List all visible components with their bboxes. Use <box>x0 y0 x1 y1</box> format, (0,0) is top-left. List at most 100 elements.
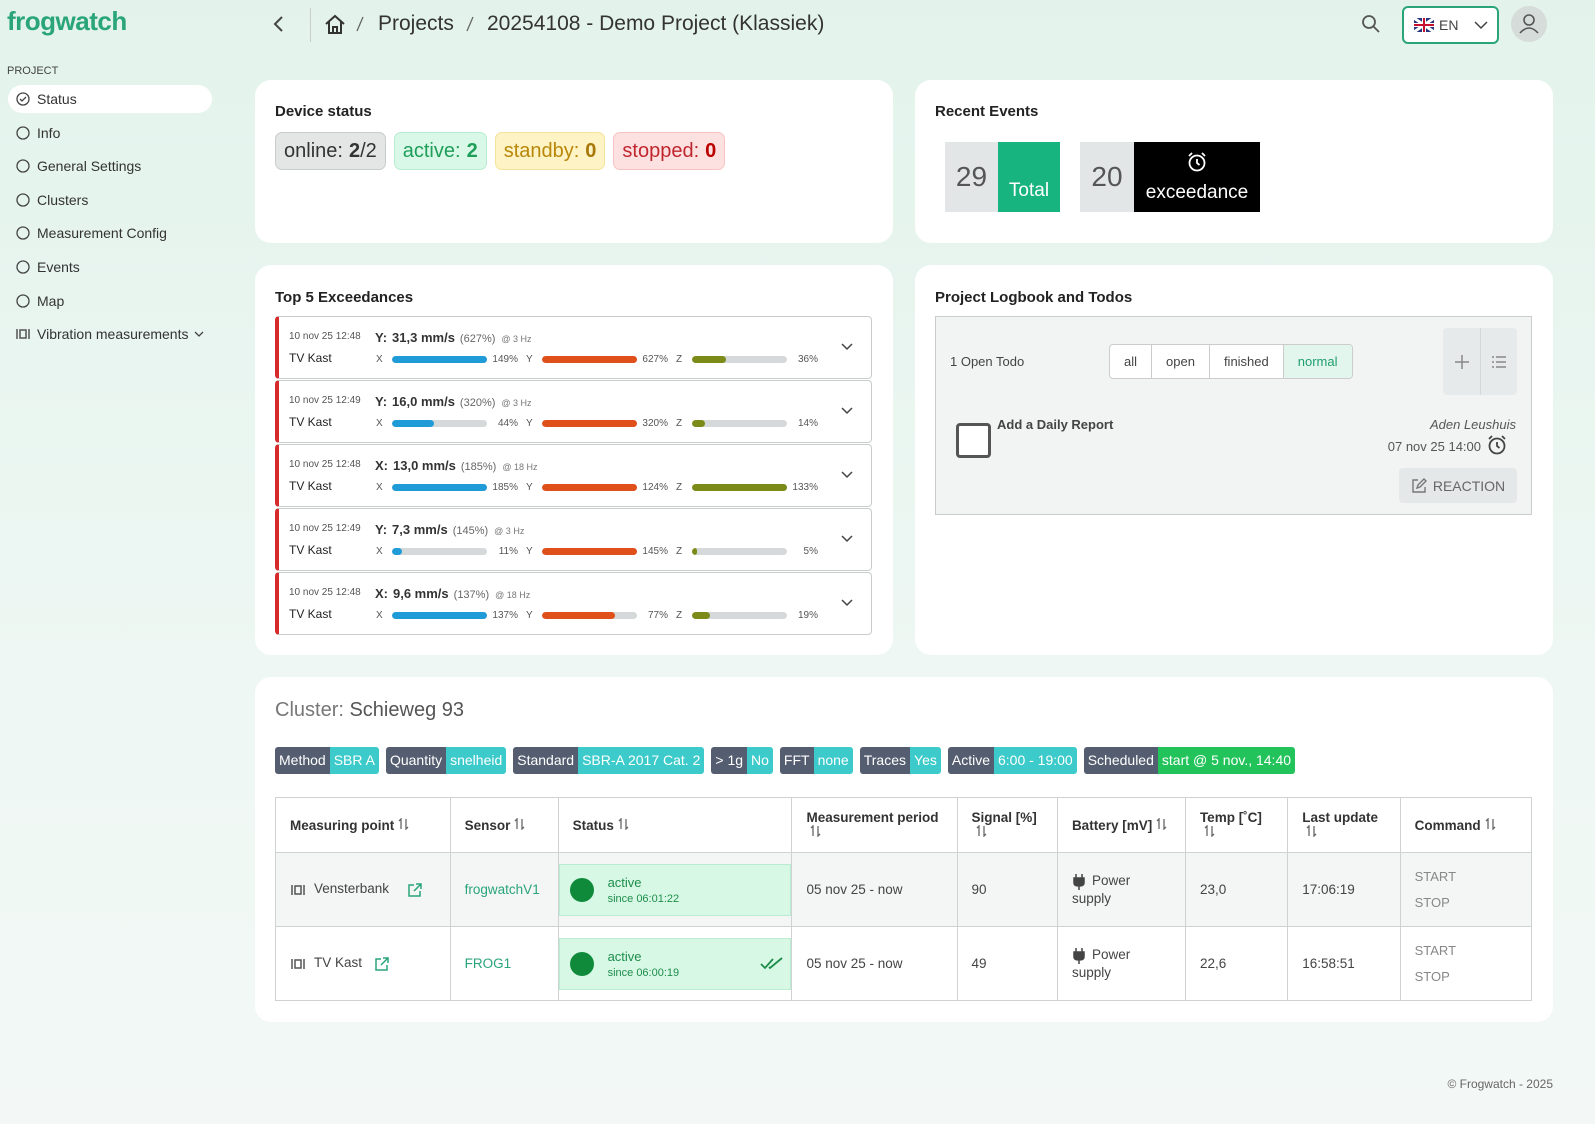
event-count[interactable]: 29 <box>945 142 998 212</box>
bar-track <box>542 612 637 619</box>
badge-total: /2 <box>360 140 377 162</box>
filter-group: all open finished normal <box>1109 344 1353 379</box>
plug-icon <box>1073 873 1085 890</box>
nav-item[interactable]: Map <box>8 287 212 315</box>
reaction-button[interactable]: REACTION <box>1399 468 1517 503</box>
filter[interactable]: open <box>1152 345 1210 378</box>
stop-command[interactable]: STOP <box>1414 968 1450 984</box>
nav-item[interactable]: Events <box>8 253 212 281</box>
bar-fill <box>542 612 616 619</box>
header-label: Signal [%] <box>971 810 1037 825</box>
bar-fill <box>392 548 403 555</box>
exceedance-row[interactable]: 10 nov 25 12:49 TV Kast Y: 7,3 mm/s (145%) @ … <box>275 508 872 571</box>
breadcrumb[interactable]: Projects <box>378 12 454 35</box>
axis-pct: 149% <box>492 354 518 365</box>
location: TV Kast <box>289 607 332 621</box>
chevron <box>1474 21 1488 30</box>
cluster-title: Cluster: Schieweg 93 <box>275 699 464 722</box>
tag: Active 6:00 - 19:00 <box>947 747 1077 774</box>
cluster-name: Schieweg 93 <box>349 699 464 721</box>
column-header[interactable]: Status <box>557 797 793 853</box>
nav-item[interactable]: General Settings <box>8 152 212 180</box>
start-command[interactable]: START <box>1414 942 1457 958</box>
nav-label: Map <box>37 292 65 309</box>
bar-track <box>392 420 487 427</box>
peak-pct: (627%) <box>459 333 496 345</box>
tag: > 1g No <box>711 747 773 774</box>
nav-item[interactable]: Status <box>8 85 212 113</box>
column-header[interactable]: Measuring point <box>275 797 451 853</box>
column-header[interactable]: Command <box>1399 797 1533 853</box>
badge-value: 0 <box>705 140 717 162</box>
peak-value: 9,6 mm/s <box>393 586 449 601</box>
nav-item[interactable]: Info <box>8 119 212 147</box>
breadcrumb: 20254108 - Demo Project (Klassiek) <box>487 12 825 35</box>
sensor[interactable]: frogwatchV1 <box>449 852 559 927</box>
header-label: Temp [˚C] <box>1199 810 1262 825</box>
measuring-point: TV Kast <box>314 955 363 971</box>
avatar[interactable] <box>1511 6 1547 42</box>
tag-value: No <box>747 747 773 774</box>
start-command[interactable]: START <box>1414 868 1457 884</box>
axis-label: X <box>376 418 383 429</box>
filter[interactable]: normal <box>1283 345 1352 378</box>
column-header[interactable]: Battery [mV] <box>1056 797 1186 853</box>
exceedance-row[interactable]: 10 nov 25 12:49 TV Kast Y: 16,0 mm/s (320%) @… <box>275 380 872 443</box>
chevron <box>841 343 853 351</box>
tag-key: > 1g <box>711 747 748 774</box>
filter[interactable]: finished <box>1210 345 1284 378</box>
nav-icon <box>16 125 30 140</box>
search-icon[interactable] <box>1361 14 1381 34</box>
badge-label: standby: <box>503 140 580 162</box>
peak-value: 7,3 mm/s <box>392 522 448 537</box>
checkbox[interactable] <box>956 423 991 458</box>
column-header[interactable]: Sensor <box>449 797 559 853</box>
event-count[interactable]: 20 <box>1080 142 1134 212</box>
logo[interactable]: frogwatch <box>7 6 127 36</box>
cell: active since 06:00:19 <box>557 926 793 1001</box>
home-icon[interactable] <box>323 13 347 35</box>
sensor[interactable]: FROG1 <box>449 926 559 1001</box>
add-icon[interactable] <box>1454 354 1470 370</box>
sort-icon <box>398 816 409 831</box>
axis-label: Y <box>526 482 533 493</box>
nav-item[interactable]: Clusters <box>8 186 212 214</box>
peak-freq: @ 3 Hz <box>501 334 532 344</box>
language-select[interactable]: EN <box>1402 6 1499 44</box>
exceedance-row[interactable]: 10 nov 25 12:48 TV Kast Y: 31,3 mm/s (627%) @… <box>275 316 872 379</box>
cluster-card: Cluster: Schieweg 93 Method SBR A Quantity… <box>255 677 1553 1022</box>
column-header[interactable]: Last update <box>1287 797 1401 853</box>
event-type-box[interactable]: exceedance <box>1134 142 1260 212</box>
sort-icon <box>514 816 525 831</box>
device-status-card: Device status online: 2/2 active: 2 standby:… <box>255 80 893 243</box>
peak: Y: 16,0 mm/s (320%) @ 3 Hz <box>375 394 532 409</box>
card-title: Device status <box>275 103 372 120</box>
device-row: Vensterbank frogwatchV1 active since 06:01:… <box>275 852 1533 927</box>
badges: online: 2/2 active: 2 standby: 0 stopped: 0 <box>275 132 733 170</box>
external-link-icon <box>408 882 422 897</box>
column-header[interactable]: Temp [˚C] <box>1184 797 1289 853</box>
tag-key: Active <box>947 747 994 774</box>
nav-item[interactable]: Vibration measurements <box>8 320 212 348</box>
flag-icon <box>1414 18 1434 32</box>
column-header[interactable]: Signal [%] <box>956 797 1058 853</box>
filter[interactable]: all <box>1110 345 1153 378</box>
back-icon[interactable] <box>270 14 288 34</box>
nav-icon <box>16 226 30 241</box>
peak-pct: (145%) <box>452 525 489 537</box>
signal: 90 <box>956 852 1058 927</box>
bar-track <box>392 356 487 363</box>
divider <box>1480 328 1481 395</box>
date: 10 nov 25 12:49 <box>289 523 361 534</box>
stop-command[interactable]: STOP <box>1414 894 1450 910</box>
exceedance-row[interactable]: 10 nov 25 12:48 TV Kast X: 9,6 mm/s (137%) @ … <box>275 572 872 635</box>
bar-fill <box>692 420 706 427</box>
column-header[interactable]: Measurement period <box>791 797 958 853</box>
list-icon[interactable] <box>1491 355 1507 369</box>
tag: Scheduled start @ 5 nov., 14:40 <box>1083 747 1296 774</box>
chevron <box>841 471 853 479</box>
signal: 49 <box>956 926 1058 1001</box>
nav-item[interactable]: Measurement Config <box>8 219 212 247</box>
exceedance-row[interactable]: 10 nov 25 12:48 TV Kast X: 13,0 mm/s (185%) @… <box>275 444 872 507</box>
event-type[interactable]: Total <box>998 142 1060 212</box>
